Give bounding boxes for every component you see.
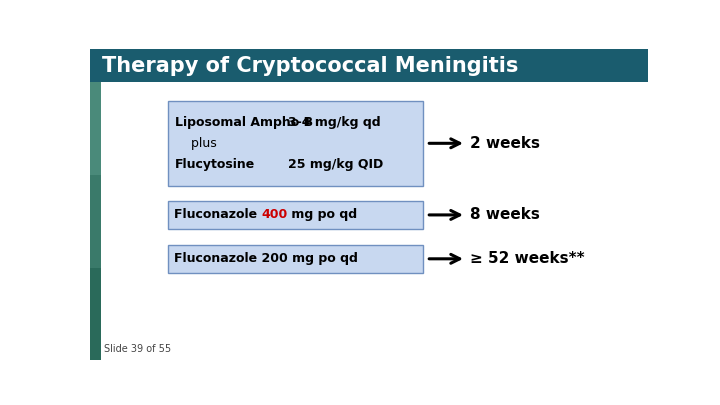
Text: 8 weeks: 8 weeks <box>469 207 539 222</box>
Bar <box>90 49 648 83</box>
Text: 400: 400 <box>261 209 287 222</box>
Text: Fluconazole: Fluconazole <box>174 209 261 222</box>
Text: ≥ 52 weeks**: ≥ 52 weeks** <box>469 252 585 266</box>
Text: Liposomal Ampho B: Liposomal Ampho B <box>175 116 313 129</box>
Bar <box>90 83 101 175</box>
Text: Slide 39 of 55: Slide 39 of 55 <box>104 343 171 354</box>
Bar <box>90 175 101 268</box>
Text: Flucytosine: Flucytosine <box>175 158 256 171</box>
Bar <box>168 245 423 273</box>
Bar <box>168 201 423 229</box>
Bar <box>90 268 101 360</box>
Text: 3-4 mg/kg qd: 3-4 mg/kg qd <box>287 116 380 129</box>
Text: 2 weeks: 2 weeks <box>469 136 540 151</box>
Text: Therapy of Cryptococcal Meningitis: Therapy of Cryptococcal Meningitis <box>102 55 518 76</box>
Text: plus: plus <box>175 137 217 150</box>
Text: Fluconazole 200 mg po qd: Fluconazole 200 mg po qd <box>174 252 358 265</box>
Text: mg po qd: mg po qd <box>287 209 358 222</box>
Bar <box>168 101 423 185</box>
Text: 25 mg/kg QID: 25 mg/kg QID <box>287 158 383 171</box>
